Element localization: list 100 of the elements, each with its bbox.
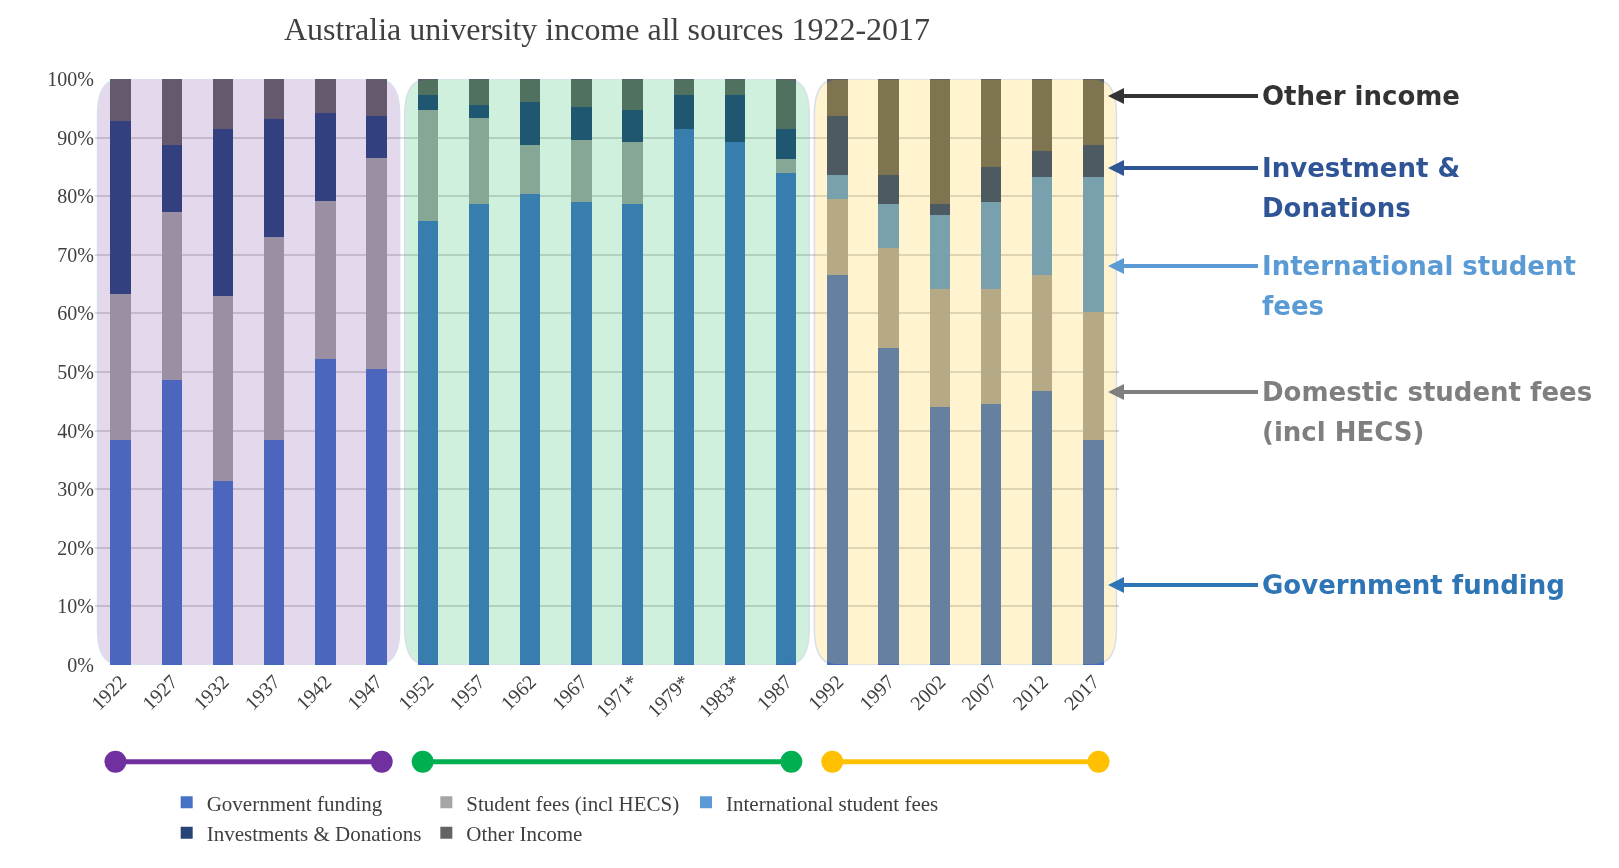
bar	[571, 139, 592, 203]
legend-label: Student fees (incl HECS)	[466, 791, 680, 816]
bar	[161, 79, 183, 146]
bar	[622, 110, 643, 143]
bar	[980, 166, 1002, 203]
y-tick-label: 100%	[47, 68, 94, 90]
bar	[161, 212, 183, 381]
bar	[315, 200, 336, 359]
bar	[878, 175, 899, 204]
bar	[673, 79, 695, 95]
y-tick-label: 80%	[57, 185, 94, 208]
bar	[827, 199, 848, 276]
legend-label: Government funding	[206, 791, 383, 816]
bar	[263, 118, 285, 237]
bar	[622, 142, 643, 205]
bar	[110, 294, 131, 440]
bar	[1083, 439, 1104, 665]
text: International student fees	[1262, 250, 1577, 323]
bar	[212, 295, 234, 481]
bar	[929, 288, 951, 408]
bar	[827, 115, 848, 175]
bar	[878, 203, 899, 248]
bar	[417, 221, 439, 665]
bar	[366, 158, 387, 370]
bar	[775, 158, 797, 173]
bar	[827, 275, 848, 665]
bar	[571, 202, 592, 665]
bar	[929, 407, 951, 665]
bar	[1083, 176, 1104, 313]
bar	[1083, 145, 1104, 177]
bar	[980, 404, 1002, 665]
bar	[878, 347, 899, 665]
bar	[212, 128, 234, 296]
bar	[724, 79, 746, 95]
x-tick-label: 1992	[803, 670, 848, 715]
y-tick-label: 40%	[57, 419, 94, 442]
bar	[1031, 176, 1053, 276]
bar	[519, 79, 541, 103]
bar	[827, 79, 848, 116]
legend-label: Investments & Donations	[206, 821, 422, 846]
bar	[775, 79, 797, 129]
bar	[468, 117, 490, 205]
y-tick-label: 10%	[57, 595, 94, 618]
bar	[366, 369, 387, 665]
bar	[417, 94, 439, 111]
bar	[929, 214, 951, 289]
bar	[980, 288, 1002, 405]
bar	[519, 102, 541, 145]
bar	[519, 144, 541, 194]
bar	[263, 439, 285, 665]
legend-label: Other Income	[466, 821, 583, 846]
bar	[622, 79, 643, 111]
bar	[315, 79, 336, 113]
y-tick-label: 0%	[67, 654, 94, 676]
bar	[1083, 79, 1104, 146]
bar	[622, 204, 643, 665]
x-tick-label: 1962	[496, 670, 541, 715]
y-tick-label: 90%	[57, 126, 94, 149]
bar	[775, 172, 797, 665]
text: Other income	[1262, 80, 1461, 113]
y-tick-label: 50%	[57, 361, 94, 383]
bar	[878, 247, 899, 348]
bar	[161, 145, 183, 213]
y-tick-label: 70%	[57, 243, 94, 266]
x-tick-label: 1932	[189, 670, 233, 715]
bar	[315, 358, 336, 665]
y-tick-label: 30%	[57, 478, 94, 501]
chart-title: Australia university income all sources 1922-2017	[284, 11, 931, 47]
bar	[929, 204, 951, 215]
bar	[980, 79, 1002, 167]
bar	[110, 439, 131, 665]
bar	[110, 121, 131, 295]
bar	[212, 79, 234, 129]
bar	[417, 79, 439, 95]
bar	[263, 236, 285, 440]
bar	[571, 107, 592, 140]
bar	[1031, 391, 1053, 665]
bar	[161, 380, 183, 665]
bar	[1083, 312, 1104, 440]
bar	[315, 112, 336, 201]
bar	[571, 79, 592, 108]
bar	[417, 110, 439, 222]
bar	[724, 94, 746, 142]
bar	[1031, 79, 1053, 152]
bar	[366, 115, 387, 159]
bar	[775, 128, 797, 159]
text: Investment & Donations	[1262, 152, 1462, 225]
bar	[724, 141, 746, 665]
bar	[263, 79, 285, 119]
bar	[212, 481, 234, 665]
bar	[827, 174, 848, 200]
text: Government funding	[1262, 569, 1566, 602]
bar	[878, 79, 899, 176]
text: Domestic student fees (incl HECS)	[1262, 376, 1594, 449]
bar	[110, 79, 131, 122]
bar	[929, 79, 951, 205]
bar	[1031, 151, 1053, 177]
bar	[468, 204, 490, 665]
bar	[1031, 275, 1053, 392]
bar	[980, 202, 1002, 289]
